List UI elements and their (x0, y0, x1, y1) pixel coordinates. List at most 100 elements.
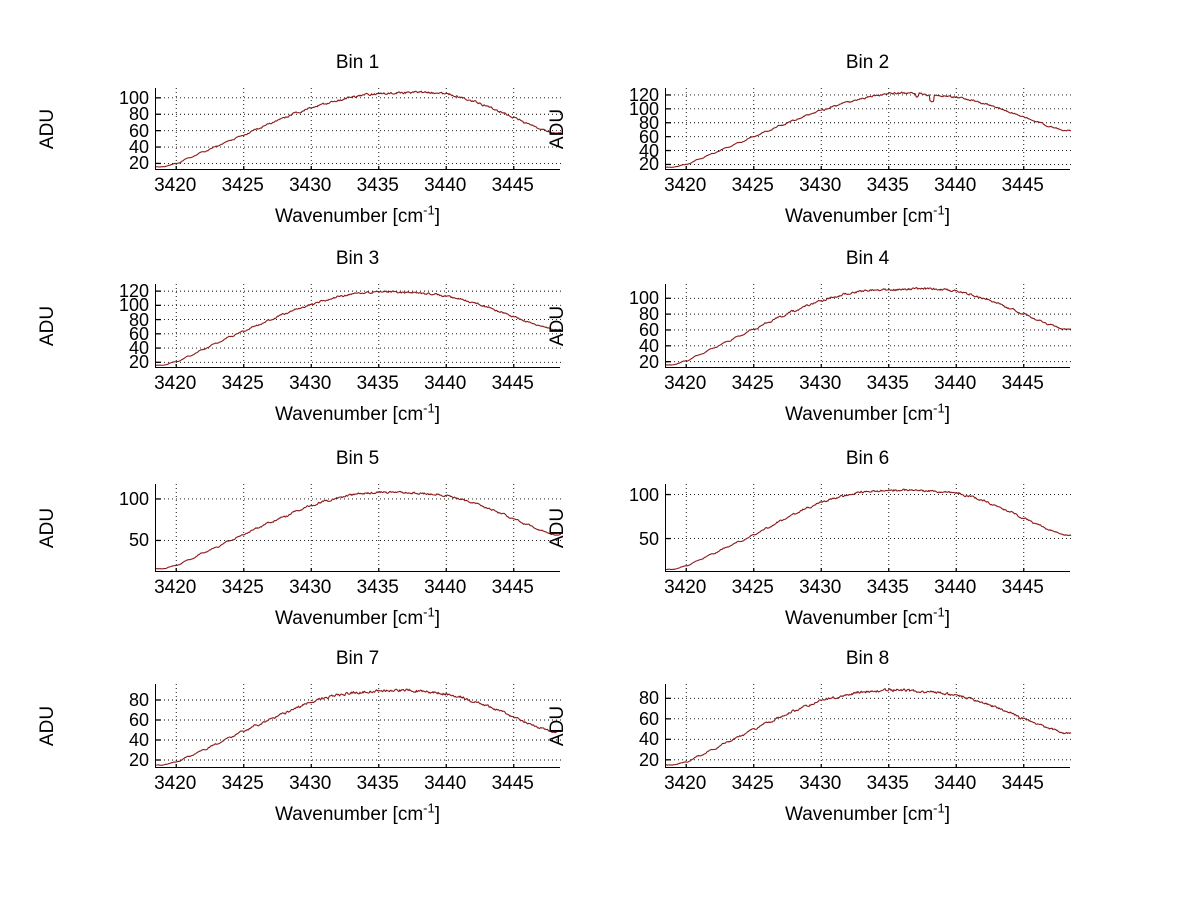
x-axis-label-4: Wavenumber [cm-1] (665, 400, 1070, 426)
x-axis-label-bracket: ] (944, 404, 950, 425)
x-axis-label-text: Wavenumber [cm (274, 404, 424, 425)
x-tick-label: 3420 (154, 175, 197, 196)
plot-area-7 (155, 684, 562, 768)
x-axis-label-5: Wavenumber [cm-1] (155, 604, 560, 630)
y-tick-label: 80 (638, 112, 659, 133)
y-axis-label-5: ADU (37, 507, 58, 549)
x-tick-label: 3435 (356, 175, 399, 196)
x-tick-label: 3435 (866, 577, 909, 598)
x-axis-label-3: Wavenumber [cm-1] (155, 402, 560, 426)
x-tick-label: 3420 (664, 577, 707, 598)
x-tick-label: 3420 (664, 773, 707, 794)
x-tick-label: 3425 (221, 577, 264, 598)
spectrum-curve-3 (155, 290, 562, 366)
y-tick-label: 20 (128, 352, 149, 373)
spectrum-curve-2 (665, 91, 1072, 168)
x-tick-label: 3430 (799, 577, 842, 598)
x-tick-label: 3430 (799, 175, 842, 196)
x-axis-label-exponent: -1 (933, 202, 945, 218)
panel-title-8: Bin 8 (845, 648, 890, 669)
x-tick-label: 3440 (934, 373, 977, 394)
x-tick-label: 3425 (221, 175, 264, 196)
x-tick-label: 3420 (154, 373, 197, 394)
x-tick-label: 3435 (356, 373, 399, 394)
x-tick-label: 3430 (799, 373, 842, 394)
x-tick-label: 3425 (221, 773, 264, 794)
x-axis-label-2: Wavenumber [cm-1] (665, 202, 1070, 228)
y-tick-label: 60 (128, 710, 149, 730)
plot-area-8 (665, 684, 1072, 768)
x-tick-label: 3440 (934, 175, 977, 196)
y-tick-label: 50 (128, 530, 149, 551)
plot-area-4 (665, 284, 1072, 368)
y-axis-label-4: ADU (547, 305, 568, 347)
x-tick-label: 3445 (1001, 175, 1044, 196)
y-tick-label: 40 (128, 137, 149, 158)
plot-area-1 (155, 88, 562, 170)
x-axis-label-bracket: ] (944, 804, 950, 825)
x-axis-label-7: Wavenumber [cm-1] (155, 802, 560, 826)
panel-title-5: Bin 5 (335, 448, 380, 469)
x-axis-label-exponent: -1 (933, 800, 945, 816)
plot-area-3 (155, 284, 562, 368)
y-tick-label: 40 (128, 730, 149, 750)
x-axis-label-bracket: ] (944, 206, 950, 227)
x-tick-label: 3425 (731, 773, 774, 794)
plot-area-5 (155, 484, 562, 572)
x-axis-label-text: Wavenumber [cm (784, 804, 934, 825)
spectrum-curve-1 (155, 90, 562, 168)
x-tick-label: 3435 (866, 773, 909, 794)
y-tick-label: 60 (128, 323, 149, 344)
plot-svg-3 (155, 284, 562, 368)
x-tick-label: 3420 (664, 175, 707, 196)
x-axis-label-exponent: -1 (423, 202, 435, 218)
plot-area-6 (665, 484, 1072, 572)
y-tick-label: 60 (128, 120, 149, 141)
x-tick-label: 3430 (289, 175, 332, 196)
x-tick-label: 3425 (731, 577, 774, 598)
y-axis-label-8: ADU (547, 705, 568, 747)
y-tick-label: 20 (638, 351, 659, 372)
y-tick-label: 40 (128, 338, 149, 359)
y-tick-label: 20 (128, 750, 149, 770)
y-tick-label: 80 (128, 309, 149, 330)
y-tick-label: 60 (638, 708, 659, 729)
x-tick-label: 3445 (491, 175, 534, 196)
x-axis-label-exponent: -1 (933, 604, 945, 620)
y-tick-label: 100 (118, 87, 149, 108)
x-axis-label-text: Wavenumber [cm (274, 804, 424, 825)
x-tick-label: 3445 (491, 773, 534, 794)
x-axis-label-bracket: ] (434, 804, 440, 825)
spectrum-curve-8 (665, 688, 1072, 766)
y-axis-label-2: ADU (547, 108, 568, 150)
y-tick-label: 100 (628, 98, 659, 119)
x-axis-label-exponent: -1 (423, 604, 435, 620)
x-axis-label-exponent: -1 (933, 400, 945, 416)
y-tick-label: 60 (638, 126, 659, 147)
x-tick-label: 3430 (799, 773, 842, 794)
y-tick-label: 60 (638, 319, 659, 340)
y-tick-label: 80 (128, 104, 149, 125)
x-tick-label: 3425 (731, 175, 774, 196)
plot-svg-6 (665, 484, 1072, 572)
y-tick-label: 40 (638, 729, 659, 750)
x-tick-label: 3435 (866, 175, 909, 196)
y-tick-label: 40 (638, 335, 659, 356)
y-tick-label: 80 (638, 688, 659, 709)
x-axis-label-text: Wavenumber [cm (784, 404, 934, 425)
y-axis-label-1: ADU (37, 108, 58, 150)
y-tick-label: 100 (118, 295, 149, 316)
x-tick-label: 3430 (289, 773, 332, 794)
x-tick-label: 3440 (424, 175, 467, 196)
x-axis-label-text: Wavenumber [cm (274, 206, 424, 227)
y-tick-label: 120 (628, 84, 659, 105)
x-tick-label: 3445 (491, 373, 534, 394)
x-axis-label-8: Wavenumber [cm-1] (665, 800, 1070, 826)
x-tick-label: 3440 (424, 577, 467, 598)
